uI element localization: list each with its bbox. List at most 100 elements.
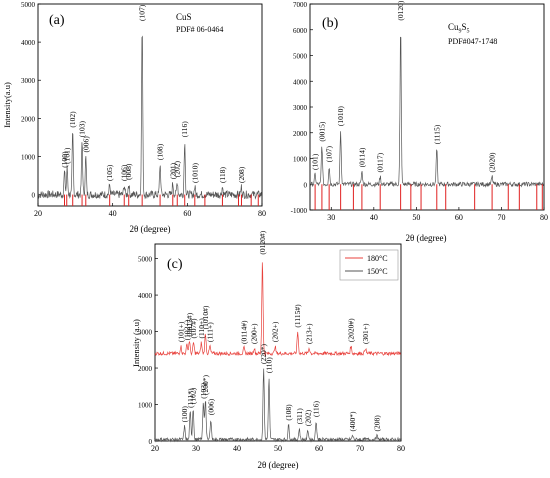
x-tick-label: 30 [192,444,200,453]
peak-label: (101) [63,147,72,164]
peak-label: (100) [60,151,69,168]
peak-label: (110+) [197,318,206,339]
panel-b-xlabel: 2θ (degree) [405,233,446,243]
panel-a-trace [37,35,262,200]
y-tick-label: 2000 [293,130,308,138]
panel-c-trace-180c [154,262,401,357]
peak-label: (006) [206,398,215,415]
x-tick-label: 80 [397,444,405,453]
peak-label: (202) [303,409,312,426]
x-tick-label: 40 [233,444,241,453]
x-tick-label: 40 [370,213,378,222]
x-tick-label: 60 [315,444,323,453]
y-tick-label: 4000 [293,78,308,86]
peak-label: (0114) [357,147,366,167]
peak-label: (0015#) [185,312,194,336]
y-tick-label: 4000 [21,39,36,47]
peak-label: (208) [372,415,381,432]
peak-label: (107) [138,4,147,21]
peak-label: (108) [156,143,165,160]
legend-box [339,249,399,281]
peak-label: (0120#) [258,230,267,254]
y-tick-label: 4000 [138,292,153,300]
peak-label: (107) [325,145,334,162]
x-tick-label: 70 [356,444,364,453]
peak-label: (108) [284,404,293,421]
panel-b-trace [309,36,545,188]
panel-a-xlabel: 2θ (degree) [129,224,170,234]
peak-label: (2020) [488,152,497,172]
peak-label: (103) [78,120,87,137]
x-tick-label: 40 [109,209,117,218]
peak-label: (202+) [271,321,280,342]
peak-label: (311) [295,408,304,424]
x-tick-label: 60 [183,209,191,218]
panel-b-label: (b) [322,16,339,31]
peak-label: (102) [189,387,198,404]
peak-label: (1115) [432,124,441,144]
peak-label: (1010#) [201,305,210,329]
panel-c-ylabel: Intensity (a.u) [131,319,141,367]
peak-label: (200*) [201,375,210,395]
y-tick-label: 3000 [293,104,308,112]
y-tick-label: 5000 [138,256,153,264]
peak-label: (400*) [348,411,357,431]
peak-label: (200+) [250,323,259,344]
x-tick-label: 30 [327,213,335,222]
y-tick-label: 2000 [21,115,36,123]
peak-label: (0120) [396,0,405,20]
panel-a-frame [37,3,263,207]
x-tick-label: 50 [274,444,282,453]
y-tick-label: 0 [149,438,153,446]
x-tick-label: 70 [497,213,505,222]
peak-label: (201) [168,162,177,179]
peak-label: (101) [311,153,320,170]
x-tick-label: 80 [258,209,266,218]
peak-label: (116) [312,400,321,416]
y-tick-label: 5000 [293,53,308,61]
legend-label-150c: 150°C [367,267,388,276]
panel-a-ylabel: Intensity(a.u) [2,82,12,128]
panel-c: 20 30 40 50 60 70 80 0 1000 2000 3000 4000 5000 (101… [131,230,405,470]
peak-label: (1010) [336,106,345,126]
peak-label: (202) [173,160,182,177]
y-tick-label: 5000 [21,1,36,9]
peak-label: (220*) [259,344,268,364]
peak-label: (1115#) [293,304,302,328]
peak-label: (107#) [189,318,198,338]
panel-c-trace-150c [154,368,401,443]
peak-label: (100) [180,406,189,423]
peak-label: (116) [180,121,189,137]
peak-label: (1010) [190,162,199,182]
y-tick-label: -1000 [291,207,308,215]
peak-label: (0114#) [239,320,248,344]
peak-label: (103) [199,382,208,399]
panel-a: 20 40 60 80 0 1000 2000 3000 4000 5000 (100)(101)… [2,1,266,234]
legend-label-180c: 180°C [367,254,388,263]
y-tick-label: 3000 [138,329,153,337]
panel-a-phase: CuS [176,12,192,22]
x-tick-label: 20 [34,209,42,218]
peak-label: (301+) [361,323,370,344]
panel-b: 30 40 50 60 70 80 -1000 0 1000 2000 3000 4000 5000 60… [291,0,548,243]
peak-label: (111+) [205,322,214,342]
peak-label: (008) [124,163,133,180]
y-tick-label: 3000 [21,77,36,85]
peak-label: (118) [218,166,227,182]
y-tick-label: 1000 [21,153,36,161]
panel-a-pdf: PDF# 06-0464 [176,25,223,34]
peak-label: (2020#) [346,318,355,342]
x-tick-label: 60 [455,213,463,222]
peak-label: (006) [81,136,90,153]
peak-label: (111*) [186,388,195,408]
peak-label: (0015) [317,121,326,141]
y-tick-label: 6000 [293,27,308,35]
panel-c-label: (c) [167,257,183,272]
peak-label: (0117) [376,152,385,172]
peak-label: (110) [264,357,273,373]
panel-a-label: (a) [49,13,65,28]
y-tick-label: 0 [304,181,308,189]
peak-label: (106) [120,164,129,181]
y-tick-label: 1000 [293,156,308,164]
peak-label: (208) [237,166,246,183]
